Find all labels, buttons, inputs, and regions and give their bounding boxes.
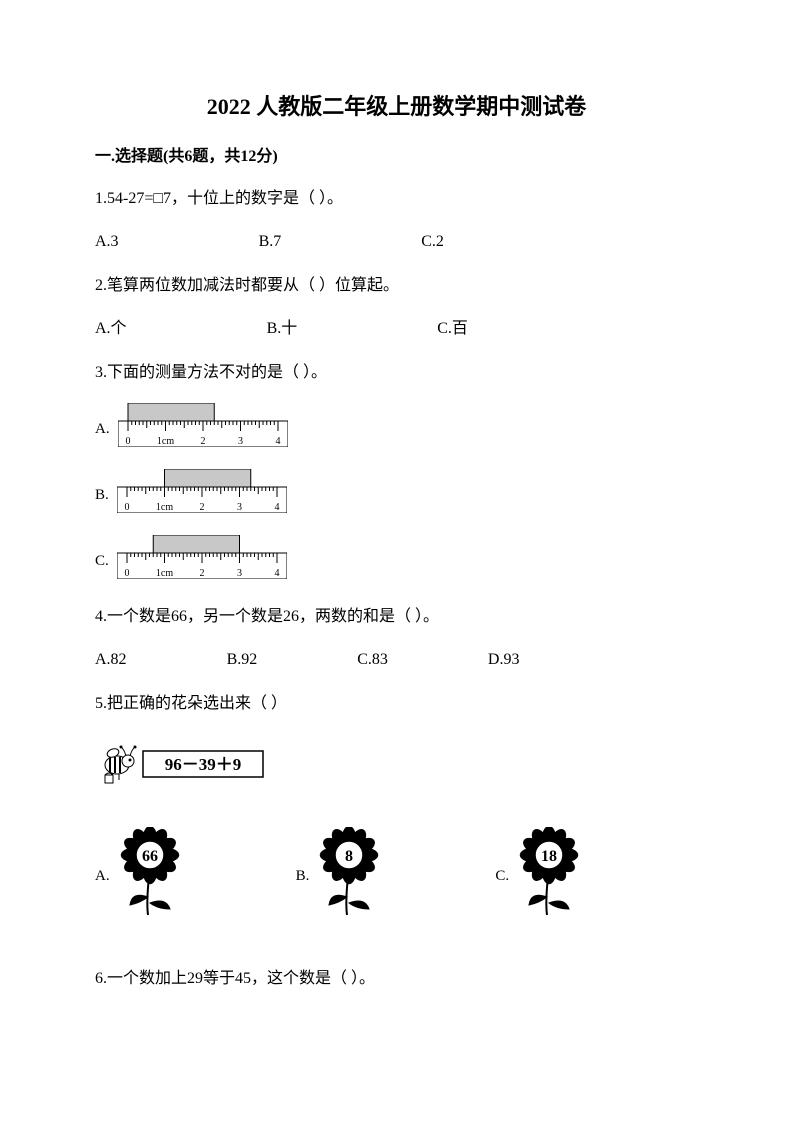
q1-option-a: A.3 xyxy=(95,230,119,254)
svg-text:96－39＋9: 96－39＋9 xyxy=(165,755,242,774)
svg-text:3: 3 xyxy=(237,502,242,513)
q2-option-c: C.百 xyxy=(437,317,468,341)
q2-option-a: A.个 xyxy=(95,317,127,341)
svg-text:2: 2 xyxy=(200,436,205,447)
q4-option-a: A.82 xyxy=(95,648,127,672)
svg-text:4: 4 xyxy=(274,502,279,513)
svg-text:4: 4 xyxy=(275,436,280,447)
svg-text:3: 3 xyxy=(238,436,243,447)
q3-option-b-label: B. xyxy=(95,484,109,507)
flower-a-icon: 66 xyxy=(114,827,186,925)
q1-option-b: B.7 xyxy=(259,230,282,254)
q4-option-c: C.83 xyxy=(357,648,388,672)
bee-expression-box: 96－39＋9 xyxy=(95,735,698,797)
question-5: 5.把正确的花朵选出来（ ） xyxy=(95,690,698,719)
ruler-c-icon: 0 1cm 2 3 4 xyxy=(117,535,287,587)
svg-text:2: 2 xyxy=(199,568,204,579)
q3-option-c: C. 0 1cm 2 3 4 xyxy=(95,535,698,587)
flower-c-icon: 18 xyxy=(513,827,585,925)
flower-b-icon: 8 xyxy=(313,827,385,925)
svg-text:0: 0 xyxy=(124,502,129,513)
svg-text:3: 3 xyxy=(237,568,242,579)
svg-text:0: 0 xyxy=(125,436,130,447)
svg-text:18: 18 xyxy=(541,848,557,865)
q2-option-b: B.十 xyxy=(267,317,298,341)
q5-option-a: A. 66 xyxy=(95,827,186,925)
q5-option-b-label: B. xyxy=(296,865,310,888)
question-1-options: A.3 B.7 C.2 xyxy=(95,230,698,254)
question-4: 4.一个数是66，另一个数是26，两数的和是（ ）。 xyxy=(95,603,698,632)
svg-text:8: 8 xyxy=(345,848,353,865)
question-3: 3.下面的测量方法不对的是（ ）。 xyxy=(95,359,698,388)
ruler-a-icon: 0 1cm 2 3 4 xyxy=(118,403,288,455)
q3-option-a-label: A. xyxy=(95,418,110,441)
question-6: 6.一个数加上29等于45，这个数是（ ）。 xyxy=(95,965,698,994)
q5-option-b: B. 8 xyxy=(296,827,386,925)
q1-option-c: C.2 xyxy=(421,230,444,254)
question-3-options: A. 0 1cm 2 3 4 B. 0 1cm 2 3 4 C. 0 1cm 2 3 4 xyxy=(95,403,698,587)
q5-option-c-label: C. xyxy=(495,865,509,888)
section-header: 一.选择题(共6题，共12分) xyxy=(95,145,698,169)
svg-text:66: 66 xyxy=(142,848,158,865)
svg-text:1cm: 1cm xyxy=(156,436,173,447)
svg-text:1cm: 1cm xyxy=(156,568,173,579)
question-5-options: A. 66 B. 8 C. 18 xyxy=(95,827,698,925)
q5-option-c: C. 18 xyxy=(495,827,585,925)
question-2: 2.笔算两位数加减法时都要从（ ）位算起。 xyxy=(95,272,698,301)
question-4-options: A.82 B.92 C.83 D.93 xyxy=(95,648,698,672)
question-1: 1.54-27=□7，十位上的数字是（ ）。 xyxy=(95,185,698,214)
ruler-b-icon: 0 1cm 2 3 4 xyxy=(117,469,287,521)
q3-option-a: A. 0 1cm 2 3 4 xyxy=(95,403,698,455)
svg-text:0: 0 xyxy=(124,568,129,579)
svg-text:1cm: 1cm xyxy=(156,502,173,513)
q4-option-b: B.92 xyxy=(227,648,258,672)
q5-option-a-label: A. xyxy=(95,865,110,888)
page-title: 2022 人教版二年级上册数学期中测试卷 xyxy=(95,90,698,123)
question-2-options: A.个 B.十 C.百 xyxy=(95,317,698,341)
q3-option-b: B. 0 1cm 2 3 4 xyxy=(95,469,698,521)
svg-text:4: 4 xyxy=(274,568,279,579)
q3-option-c-label: C. xyxy=(95,550,109,573)
svg-text:2: 2 xyxy=(199,502,204,513)
q4-option-d: D.93 xyxy=(488,648,520,672)
